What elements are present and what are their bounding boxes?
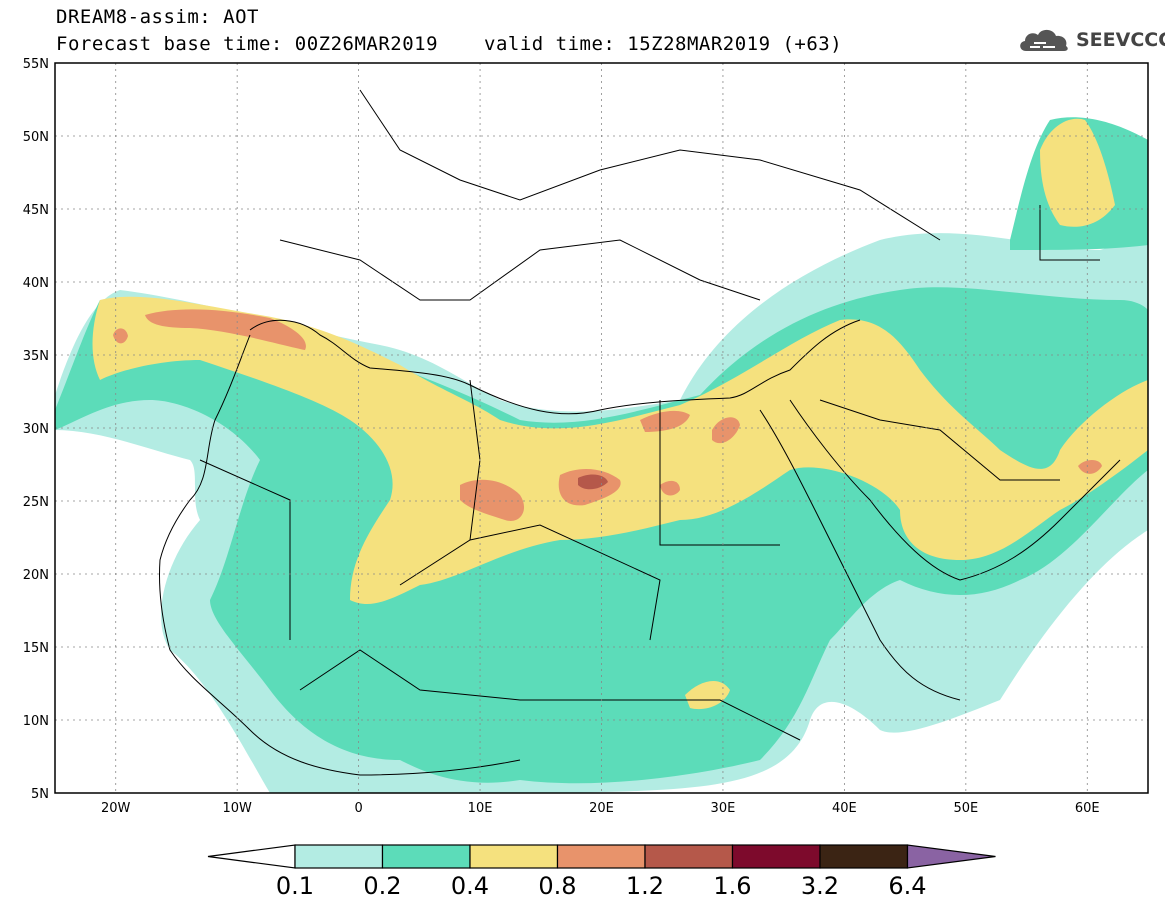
colorbar-bin (644, 844, 734, 869)
lat-tick-label: 20N (23, 568, 49, 583)
lon-tick-label: 40E (832, 801, 857, 816)
lon-tick-label: 20W (101, 801, 131, 816)
lon-tick-label: 0 (354, 801, 362, 816)
coastline-iberia-africa (249, 319, 861, 415)
lat-tick-label: 55N (23, 57, 49, 72)
lat-tick-label: 35N (23, 349, 49, 364)
colorbar-level-label: 0.1 (276, 872, 314, 900)
map-title: DREAM8-assim: AOT (56, 6, 259, 28)
lat-tick-label: 30N (23, 422, 49, 437)
aot-0.4-region-caspian (1040, 118, 1115, 227)
colorbar-level-label: 1.2 (626, 872, 664, 900)
border-libya-egypt (659, 400, 780, 546)
colorbar-lower-arrow (207, 844, 296, 869)
colorbar-bin (731, 844, 821, 869)
logo-text: SEEVCCC (1076, 29, 1165, 51)
lat-tick-label: 10N (23, 714, 49, 729)
colorbar-bin (469, 844, 559, 869)
colorbar-bin (556, 844, 646, 869)
lat-tick-label: 25N (23, 495, 49, 510)
colorbar-level-label: 0.4 (451, 872, 489, 900)
lon-tick-label: 20E (589, 801, 614, 816)
lon-tick-label: 60E (1075, 801, 1100, 816)
border-europe-1 (279, 239, 761, 301)
colorbar-bin (294, 844, 384, 869)
aot-0.4-region-sahel (685, 680, 730, 710)
lon-tick-label: 10E (468, 801, 493, 816)
lon-tick-label: 30E (711, 801, 736, 816)
lon-tick-label: 10W (222, 801, 252, 816)
valid-time: valid time: 15Z28MAR2019 (+63) (484, 33, 843, 55)
colorbar-level-label: 0.8 (538, 872, 576, 900)
lat-tick-label: 40N (23, 276, 49, 291)
colorbar-bin (819, 844, 909, 869)
border-europe-2 (359, 89, 941, 241)
aot-0.8-region-sudan (660, 480, 680, 496)
colorbar-upper-arrow (906, 844, 996, 869)
aot-0.8-region-gulf (1078, 460, 1102, 474)
lat-tick-label: 15N (23, 641, 49, 656)
lat-tick-label: 5N (31, 787, 49, 802)
cloud-icon (1020, 29, 1068, 51)
lat-tick-label: 45N (23, 203, 49, 218)
aot-0.8-region-atlantic (113, 328, 128, 344)
border-africa-interior (299, 649, 801, 741)
border-sahara-1 (199, 459, 291, 640)
colorbar-level-label: 6.4 (888, 872, 926, 900)
colorbar-level-label: 3.2 (801, 872, 839, 900)
border-sahara-2 (399, 524, 661, 641)
forecast-base-time: Forecast base time: 00Z26MAR2019 (56, 33, 439, 55)
lat-tick-label: 50N (23, 130, 49, 145)
aot-1.2-region (578, 474, 608, 490)
colorbar-level-label: 1.6 (713, 872, 751, 900)
coastline-west-africa (159, 334, 521, 776)
colorbar-level-label: 0.2 (363, 872, 401, 900)
seevccc-logo: SEEVCCC (1016, 24, 1165, 56)
lon-tick-label: 50E (953, 801, 978, 816)
aot-0.4-region (92, 296, 1148, 605)
aot-0.8-region-morocco (145, 309, 306, 350)
border-mideast (819, 399, 1060, 481)
coastline-arabia (789, 399, 1121, 581)
coastline-red-sea (759, 409, 961, 701)
border-caspian (1039, 205, 1100, 261)
colorbar-bin (381, 844, 471, 869)
aot-0.8-region-egypt-east (712, 417, 740, 444)
aot-0.8-region-egypt-west (640, 410, 690, 432)
